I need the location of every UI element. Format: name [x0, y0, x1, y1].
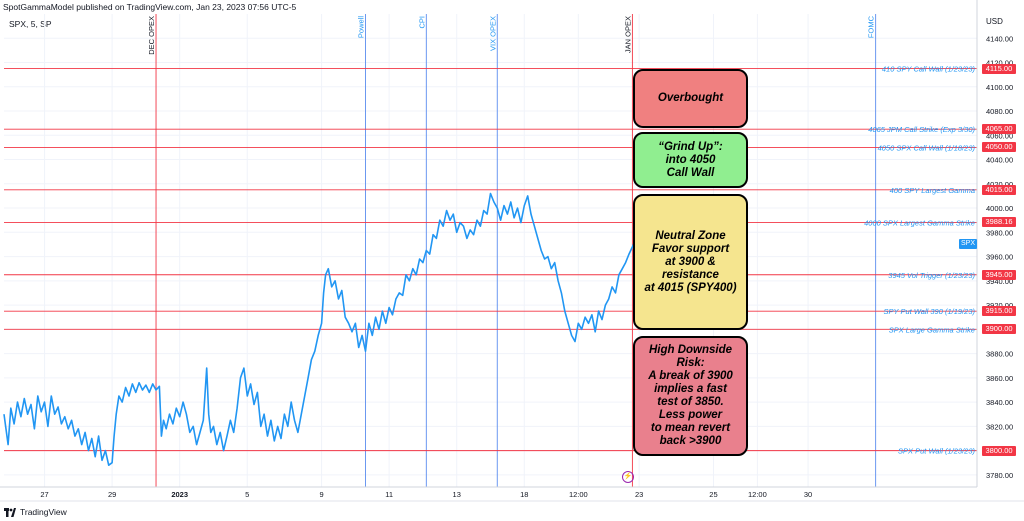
y-tick-label: 3980.00: [986, 228, 1013, 237]
x-tick-label: 29: [108, 490, 116, 499]
price-level-tag: 4115.00: [982, 63, 1016, 74]
y-tick-label: 3820.00: [986, 422, 1013, 431]
tradingview-logo-icon: [4, 507, 16, 517]
price-level-tag: 3800.00: [982, 445, 1016, 456]
price-level-label: SPX Large Gamma Strike: [889, 325, 975, 334]
last-price-tag: SPX: [959, 239, 977, 249]
x-tick-label: 12:00: [748, 490, 767, 499]
event-label: DEC OPEX: [147, 16, 156, 55]
price-level-tag: 3945.00: [982, 269, 1016, 280]
tradingview-brand: TradingView: [20, 507, 67, 517]
price-level-label: 4065 JPM Call Strike (Exp 3/30): [868, 125, 975, 134]
x-tick-label: 27: [40, 490, 48, 499]
y-tick-label: 3940.00: [986, 277, 1013, 286]
grid: [4, 14, 977, 487]
x-tick-label: 13: [453, 490, 461, 499]
publish-info: SpotGammaModel published on TradingView.…: [3, 2, 297, 12]
price-level-label: 3945 Vol Trigger (1/23/23): [888, 271, 975, 280]
price-levels: 410 SPY Call Wall (1/23/23) 4065 JPM Call…: [4, 65, 977, 456]
high-downside-risk-box: High Downside Risk: A break of 3900 impl…: [633, 336, 748, 456]
x-tick-label: 23: [635, 490, 643, 499]
price-level-tag: 3988.16: [982, 217, 1016, 228]
neutral-zone-box: Neutral Zone Favor support at 3900 & res…: [633, 194, 748, 330]
lightning-icon[interactable]: ⚡: [622, 471, 634, 483]
event-label: Powell: [356, 16, 365, 38]
y-tick-label: 4000.00: [986, 204, 1013, 213]
overbought-box: Overbought: [633, 69, 748, 128]
x-tick-label: 12:00: [569, 490, 588, 499]
x-tick-label: 2023: [171, 490, 188, 499]
event-lines: DEC OPEX Powell CPI VIX OPEX JAN OPEX FOMC: [147, 14, 877, 487]
price-level-label: 4000 SPX Largest Gamma Strike: [864, 218, 975, 227]
y-tick-label: 3960.00: [986, 253, 1013, 262]
event-label: FOMC: [867, 15, 876, 38]
y-tick-label: 3860.00: [986, 374, 1013, 383]
y-tick-label: 4080.00: [986, 107, 1013, 116]
x-tick-label: 30: [804, 490, 812, 499]
y-tick-label: 4140.00: [986, 34, 1013, 43]
price-series-line: [3, 192, 636, 466]
x-tick-label: 25: [709, 490, 717, 499]
x-tick-label: 11: [385, 490, 393, 499]
y-tick-label: 4100.00: [986, 83, 1013, 92]
symbol-info: SPX, 5, SP: [9, 19, 52, 29]
price-level-tag: 4065.00: [982, 124, 1016, 135]
y-tick-label: 4120.00: [986, 59, 1013, 68]
price-level-tag: 4015.00: [982, 184, 1016, 195]
y-tick-label: 3920.00: [986, 301, 1013, 310]
price-level-label: SPX Put Wall (1/23/23): [898, 447, 975, 456]
event-label: CPI: [417, 16, 426, 29]
x-tick-label: 18: [520, 490, 528, 499]
y-tick-label: 3840.00: [986, 398, 1013, 407]
price-level-tag: 4050.00: [982, 142, 1016, 153]
price-level-label: SPY Put Wall 390 (1/19/23): [884, 307, 976, 316]
event-label: JAN OPEX: [623, 16, 632, 53]
y-tick-label: 4020.00: [986, 180, 1013, 189]
price-level-label: 410 SPY Call Wall (1/23/23): [882, 65, 976, 74]
price-level-tag: 3915.00: [982, 306, 1016, 317]
price-level-label: 400 SPY Largest Gamma: [890, 186, 975, 195]
y-axis-unit: USD: [986, 17, 1003, 26]
tradingview-logo: TradingView: [4, 507, 67, 517]
y-tick-label: 3780.00: [986, 471, 1013, 480]
y-tick-label: 4060.00: [986, 131, 1013, 140]
y-tick-label: 4040.00: [986, 156, 1013, 165]
grind-up-box: “Grind Up”: into 4050 Call Wall: [633, 132, 748, 188]
price-level-tag: 3900.00: [982, 324, 1016, 335]
x-tick-label: 9: [319, 490, 323, 499]
x-tick-label: 5: [245, 490, 249, 499]
y-tick-label: 3880.00: [986, 350, 1013, 359]
axes[interactable]: 3780.00 3800.00 3820.00 3840.00 3860.00 3880.…: [0, 0, 1024, 502]
price-level-label: 4050 SPX Call Wall (1/18/23): [878, 143, 976, 152]
event-label: VIX OPEX: [488, 16, 497, 51]
